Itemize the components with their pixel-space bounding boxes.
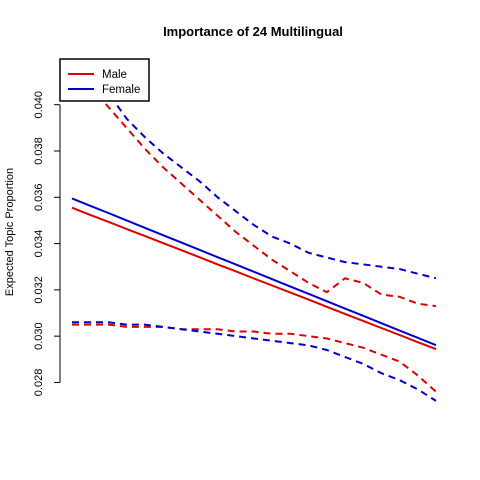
series-line-male	[71, 206, 437, 351]
y-tick-label: 0.034	[33, 230, 45, 258]
series-line-female-upper-ci	[71, 69, 437, 280]
legend-box	[59, 58, 150, 102]
legend-label: Male	[102, 69, 127, 81]
chart-title: Importance of 24 Multilingual	[163, 24, 343, 39]
y-tick-label: 0.030	[33, 322, 45, 350]
legend-label: Female	[102, 84, 140, 96]
legend: Male Female	[59, 58, 150, 102]
y-tick-label: 0.036	[33, 184, 45, 212]
series-line-female	[71, 197, 437, 347]
y-tick-label: 0.032	[33, 276, 45, 304]
series-line-female-lower-ci	[72, 321, 437, 402]
series-line-male-lower-ci	[72, 323, 437, 393]
y-tick-label: 0.038	[33, 137, 45, 165]
y-tick-label: 0.040	[33, 91, 45, 119]
y-tick-label: 0.028	[33, 369, 45, 397]
y-axis-label: Expected Topic Proportion	[4, 168, 16, 296]
series-line-male-upper-ci	[71, 69, 437, 308]
series-layer	[71, 69, 437, 402]
y-axis: 0.028 0.030 0.032 0.034 0.036 0.038 0.040	[33, 91, 61, 397]
